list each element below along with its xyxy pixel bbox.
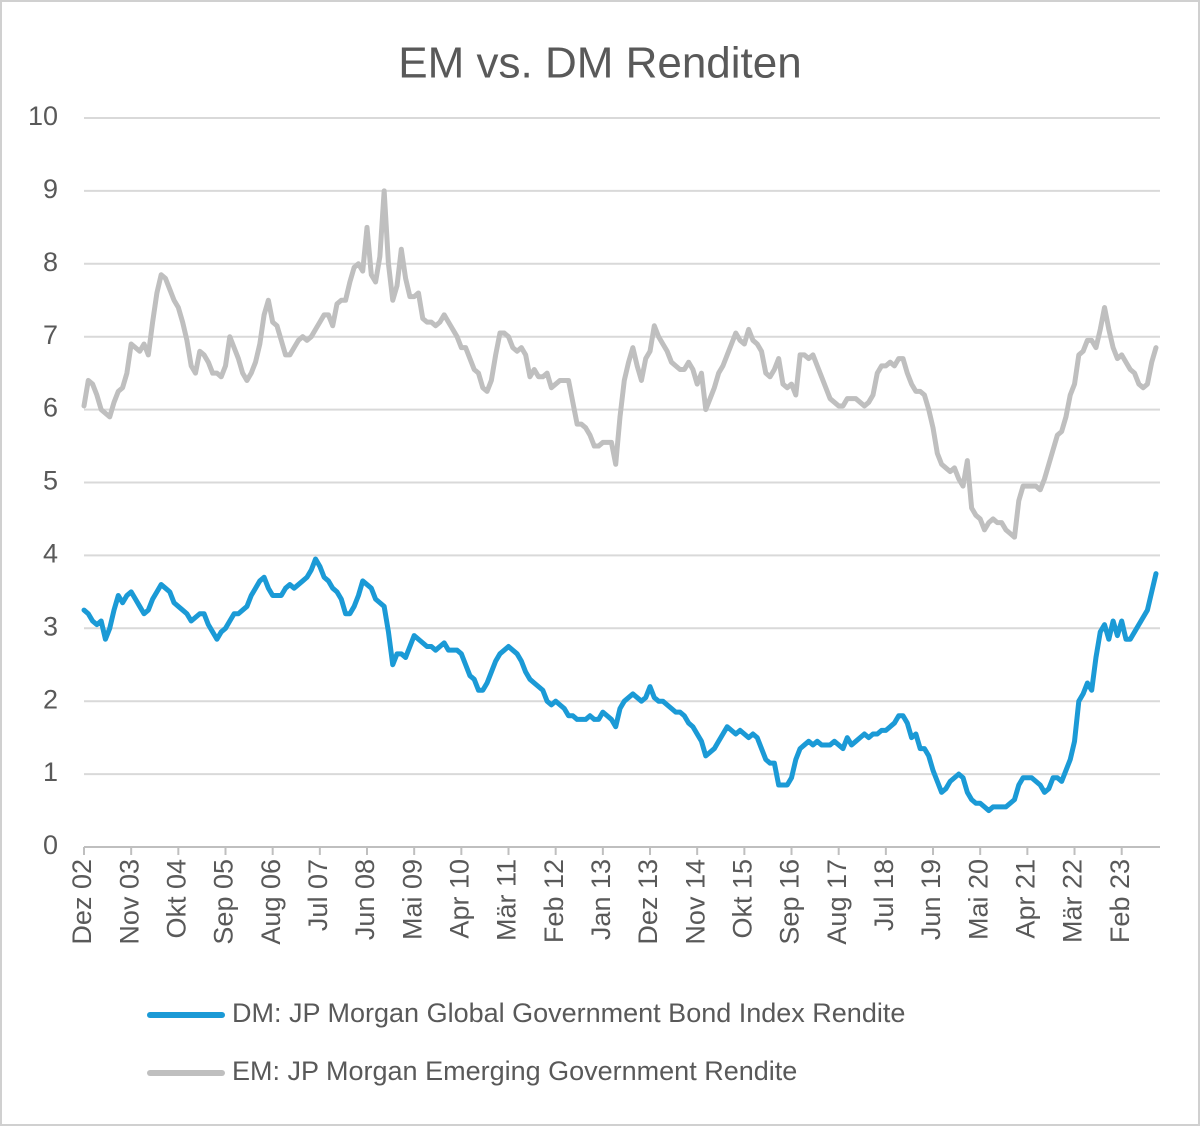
y-tick-label: 10 — [28, 101, 58, 131]
legend-label: DM: JP Morgan Global Government Bond Ind… — [232, 998, 905, 1028]
x-tick-label: Apr 21 — [1010, 859, 1040, 939]
y-tick-label: 3 — [43, 611, 58, 641]
y-tick-label: 1 — [43, 757, 58, 787]
series-line — [81, 188, 1159, 540]
x-tick-label: Mär 11 — [492, 859, 522, 941]
y-tick-label: 0 — [43, 830, 58, 860]
x-tick-label: Nov 03 — [114, 859, 144, 945]
chart-title: EM vs. DM Renditen — [398, 39, 801, 88]
y-tick-label: 7 — [43, 320, 58, 350]
x-tick-label: Aug 06 — [256, 859, 286, 945]
y-tick-label: 9 — [43, 174, 58, 204]
y-tick-label: 6 — [43, 393, 58, 423]
x-tick-label: Aug 17 — [822, 859, 852, 945]
x-tick-label: Mai 09 — [397, 859, 427, 940]
x-tick-label: Feb 12 — [539, 859, 569, 943]
x-tick-label: Nov 14 — [680, 859, 710, 945]
x-tick-label: Apr 10 — [444, 859, 474, 939]
y-tick-label: 4 — [43, 539, 58, 569]
y-tick-label: 8 — [43, 247, 58, 277]
legend-label: EM: JP Morgan Emerging Government Rendit… — [232, 1056, 797, 1086]
y-tick-label: 2 — [43, 684, 58, 714]
x-tick-label: Sep 05 — [209, 859, 239, 945]
x-tick-label: Jan 13 — [586, 859, 616, 940]
x-tick-label: Dez 13 — [633, 859, 663, 945]
x-tick-label: Okt 04 — [161, 859, 191, 939]
y-tick-label: 5 — [43, 466, 58, 496]
x-tick-label: Jul 07 — [303, 859, 333, 931]
x-tick-label: Mai 20 — [963, 859, 993, 940]
x-tick-label: Feb 23 — [1105, 859, 1135, 943]
x-tick-label: Mär 22 — [1058, 859, 1088, 943]
x-tick-label: Okt 15 — [727, 859, 757, 939]
x-tick-label: Dez 02 — [67, 859, 97, 945]
x-tick-label: Jun 19 — [916, 859, 946, 940]
series-line — [81, 556, 1159, 814]
x-tick-label: Sep 16 — [775, 859, 805, 945]
x-tick-label: Jul 18 — [869, 859, 899, 931]
x-tick-label: Jun 08 — [350, 859, 380, 940]
